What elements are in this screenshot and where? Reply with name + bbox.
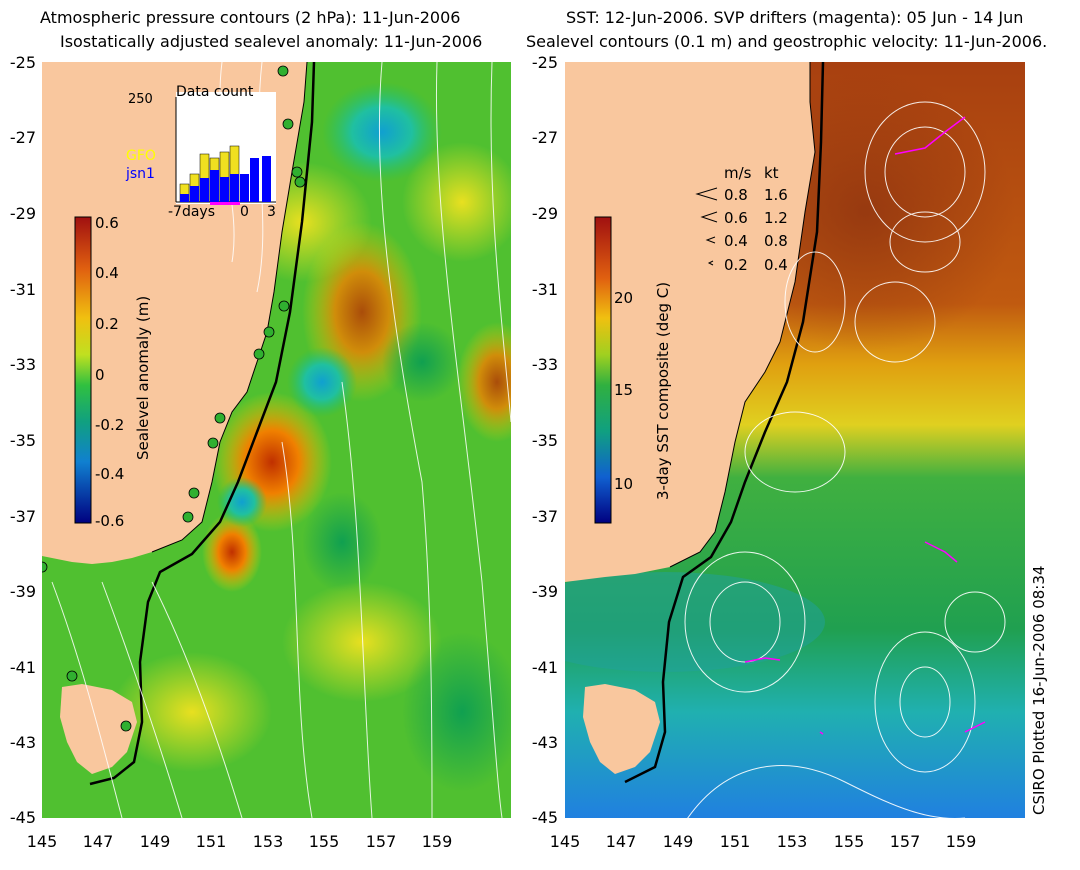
x-tick: 155 [833,832,865,851]
x-tick: 145 [549,832,581,851]
y-tick: -27 [9,128,36,147]
y-tick: -31 [9,280,36,299]
velocity-legend-ms: 0.4 [724,232,748,250]
velocity-legend-ms: 0.2 [724,256,748,274]
y-tick: -25 [531,53,558,72]
x-tick: 151 [195,832,227,851]
y-tick: -45 [9,808,36,827]
y-tick: -37 [9,507,36,526]
x-tick: 157 [889,832,921,851]
left-title-line1: Atmospheric pressure contours (2 hPa): 1… [40,8,461,27]
inset-x-label-start: -7days [168,204,216,220]
left-cb-tick: -0.2 [95,416,125,434]
x-tick: 153 [776,832,808,851]
y-tick: -31 [531,280,558,299]
y-tick: -37 [531,507,558,526]
y-tick: -33 [531,355,558,374]
y-tick: -39 [9,582,36,601]
velocity-legend-kt: 0.8 [764,232,788,250]
velocity-legend-kt: 0.4 [764,256,788,274]
velocity-legend-kt: 1.2 [764,209,788,227]
y-tick: -41 [531,658,558,677]
inset-title: Data count [176,84,254,100]
y-tick: -27 [531,128,558,147]
velocity-legend-ms: 0.8 [724,186,748,204]
inset-series-jsn1: jsn1 [126,166,155,182]
y-tick: -35 [9,431,36,450]
left-cb-tick: 0 [95,366,105,384]
y-tick: -25 [9,53,36,72]
y-tick: -43 [531,733,558,752]
y-tick: -41 [9,658,36,677]
left-cb-tick: -0.4 [95,465,125,483]
sealevel-colorbar [74,216,92,524]
x-tick: 159 [945,832,977,851]
inset-ymax-label: 250 [128,92,153,107]
left-cb-tick: 0.6 [95,214,119,232]
left-title-line2: Isostatically adjusted sealevel anomaly:… [60,32,483,51]
y-tick: -39 [531,582,558,601]
y-tick: -43 [9,733,36,752]
left-cb-tick: 0.4 [95,264,119,282]
x-tick: 149 [139,832,171,851]
inset-x-label-zero: 0 [240,204,249,220]
left-cb-tick: 0.2 [95,315,119,333]
x-tick: 145 [26,832,58,851]
x-tick: 149 [662,832,694,851]
left-cb-tick: -0.6 [95,512,125,530]
inset-x-label-end: 3 [267,204,276,220]
right-cb-tick: 15 [614,381,634,399]
right-title-line1: SST: 12-Jun-2006. SVP drifters (magenta)… [566,8,1024,27]
x-tick: 159 [421,832,453,851]
x-tick: 147 [82,832,114,851]
data-count-inset [175,97,276,205]
velocity-legend-header-ms: m/s [724,164,752,182]
velocity-legend-kt: 1.6 [764,186,788,204]
y-tick: -45 [531,808,558,827]
y-tick: -29 [531,204,558,223]
right-colorbar-label: 3-day SST composite (deg C) [654,281,672,500]
y-tick: -33 [9,355,36,374]
y-tick: -29 [9,204,36,223]
velocity-legend-ms: 0.6 [724,209,748,227]
sst-colorbar [594,216,612,524]
inset-series-gfo: GFO [126,148,156,164]
x-tick: 151 [719,832,751,851]
velocity-legend-arrows [695,187,718,266]
y-tick: -35 [531,431,558,450]
x-tick: 155 [308,832,340,851]
plotted-timestamp: CSIRO Plotted 16-Jun-2006 08:34 [1030,565,1048,815]
velocity-legend-header-kt: kt [764,164,779,182]
sealevel-anomaly-map [42,62,511,818]
x-tick: 153 [252,832,284,851]
right-cb-tick: 20 [614,289,634,307]
x-tick: 147 [605,832,637,851]
right-cb-tick: 10 [614,475,634,493]
left-colorbar-label: Sealevel anomaly (m) [134,295,152,460]
sst-map [565,62,1025,818]
right-title-line2: Sealevel contours (0.1 m) and geostrophi… [526,32,1048,51]
x-tick: 157 [365,832,397,851]
